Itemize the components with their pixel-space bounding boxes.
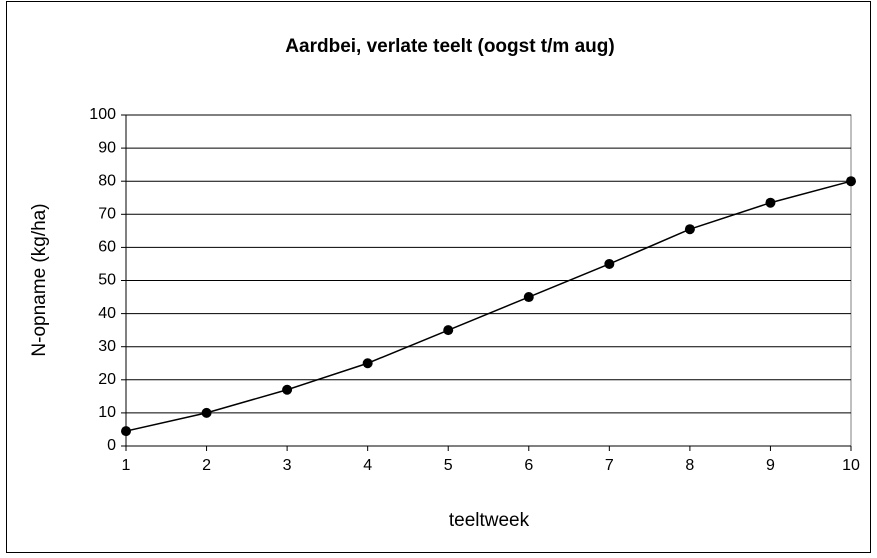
- x-tick-label: 2: [202, 457, 211, 474]
- data-point: [121, 426, 131, 437]
- y-tick-label: 0: [107, 437, 116, 454]
- y-tick-label: 10: [98, 404, 116, 421]
- x-tick-label: 3: [283, 457, 292, 474]
- x-tick-label: 6: [524, 457, 533, 474]
- y-tick-label: 80: [98, 172, 116, 189]
- data-point: [443, 325, 454, 336]
- y-tick-label: 90: [98, 139, 116, 156]
- x-axis-label: teeltweek: [449, 510, 530, 531]
- x-tick-label: 9: [766, 457, 775, 474]
- x-tick-label: 4: [363, 457, 372, 474]
- y-tick-label: 50: [98, 272, 116, 289]
- y-tick-label: 40: [98, 305, 116, 322]
- chart-title: Aardbei, verlate teelt (oogst t/m aug): [285, 36, 614, 57]
- y-axis-label: N-opname (kg/ha): [29, 203, 50, 356]
- data-line: [125, 180, 852, 432]
- x-tick-label: 8: [685, 457, 694, 474]
- data-point: [604, 258, 615, 269]
- y-tick-label: 60: [98, 239, 116, 256]
- x-tick-label: 5: [444, 457, 453, 474]
- data-point: [684, 224, 695, 235]
- y-tick-label: 100: [89, 106, 116, 123]
- y-tick-label: 30: [98, 338, 116, 355]
- data-point: [523, 292, 534, 303]
- data-point: [282, 384, 293, 395]
- x-tick-label: 10: [842, 457, 860, 474]
- y-tick-label: 20: [98, 371, 116, 388]
- data-point: [362, 358, 373, 369]
- data-point: [201, 407, 212, 418]
- x-tick-label: 7: [605, 457, 614, 474]
- data-point: [846, 176, 856, 187]
- y-tick-label: 70: [98, 206, 116, 223]
- data-point: [765, 197, 776, 208]
- x-tick-label: 1: [122, 457, 131, 474]
